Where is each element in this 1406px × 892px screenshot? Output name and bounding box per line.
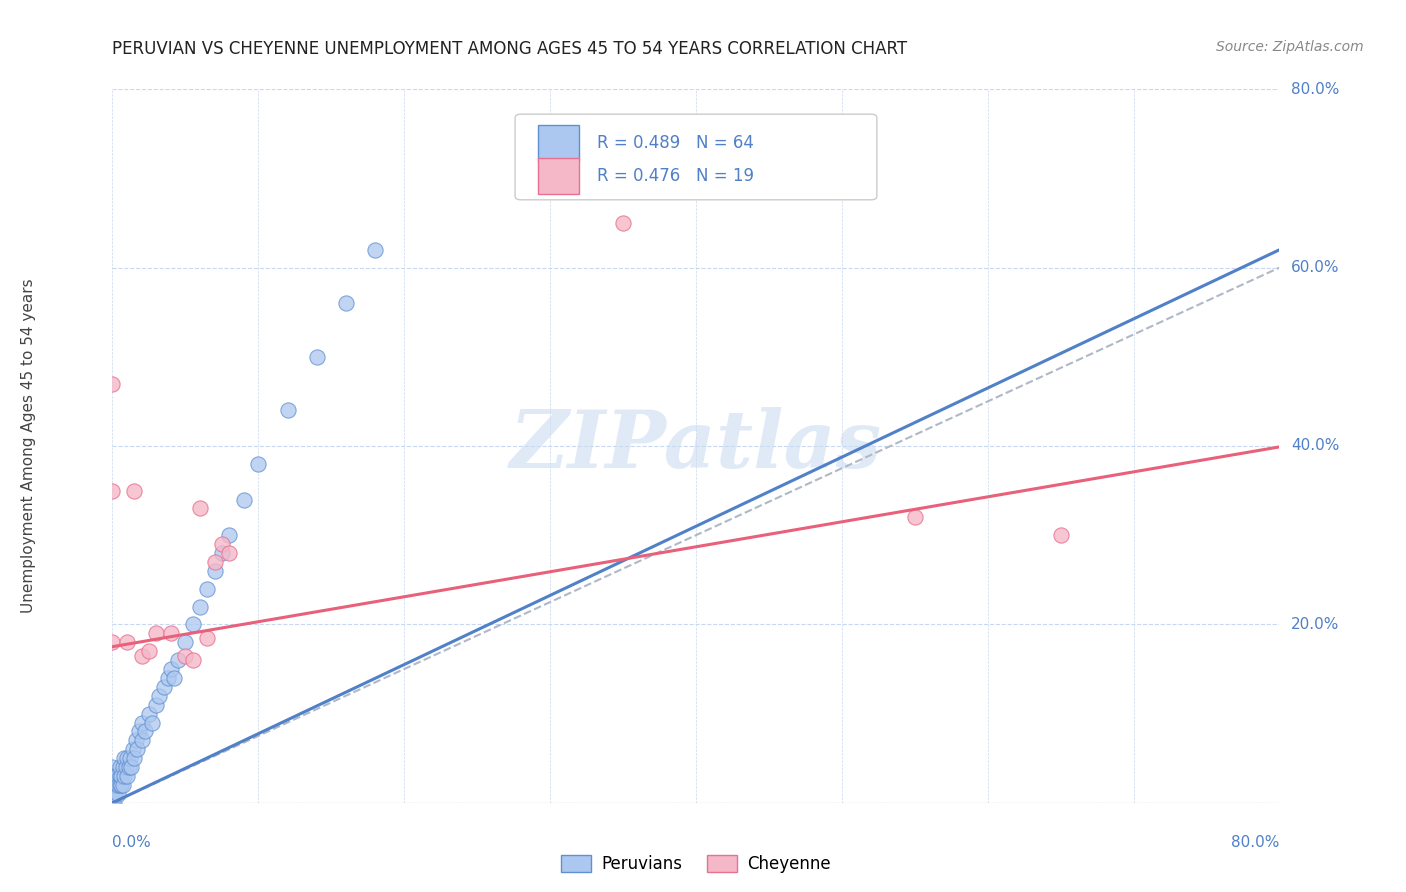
Text: 0.0%: 0.0%: [112, 835, 152, 850]
Point: [104, 769, 127, 783]
Text: ZIPatlas: ZIPatlas: [510, 408, 882, 484]
Point: [101, 796, 124, 810]
Point: [118, 751, 141, 765]
Text: Source: ZipAtlas.com: Source: ZipAtlas.com: [1216, 40, 1364, 54]
Point: [141, 715, 163, 730]
Point: [145, 698, 167, 712]
Text: R = 0.489   N = 64: R = 0.489 N = 64: [596, 134, 754, 152]
Point: [103, 787, 125, 801]
Point: [101, 778, 124, 792]
Point: [114, 760, 136, 774]
Text: 80.0%: 80.0%: [1232, 835, 1279, 850]
Point: [122, 742, 145, 756]
Point: [1049, 528, 1071, 542]
Point: [101, 769, 124, 783]
Point: [138, 644, 160, 658]
Point: [211, 546, 233, 560]
Text: 80.0%: 80.0%: [1291, 82, 1340, 96]
Point: [101, 787, 124, 801]
Point: [232, 492, 254, 507]
Text: Unemployment Among Ages 45 to 54 years: Unemployment Among Ages 45 to 54 years: [21, 278, 35, 614]
Point: [108, 778, 131, 792]
Point: [131, 715, 153, 730]
Point: [305, 350, 328, 364]
Point: [105, 769, 128, 783]
Point: [104, 787, 127, 801]
Text: PERUVIAN VS CHEYENNE UNEMPLOYMENT AMONG AGES 45 TO 54 YEARS CORRELATION CHART: PERUVIAN VS CHEYENNE UNEMPLOYMENT AMONG …: [112, 40, 908, 58]
Bar: [538, 159, 579, 194]
Point: [117, 760, 139, 774]
Point: [108, 769, 131, 783]
Point: [110, 778, 132, 792]
Point: [101, 796, 124, 810]
Point: [128, 724, 150, 739]
Point: [127, 742, 149, 756]
Point: [105, 778, 128, 792]
Point: [163, 671, 186, 685]
Point: [218, 546, 240, 560]
Point: [134, 724, 156, 739]
Point: [276, 403, 298, 417]
Point: [108, 760, 131, 774]
Point: [107, 778, 129, 792]
Point: [156, 671, 179, 685]
Point: [124, 483, 146, 498]
Legend: Peruvians, Cheyenne: Peruvians, Cheyenne: [554, 848, 838, 880]
Text: R = 0.476   N = 19: R = 0.476 N = 19: [596, 168, 754, 186]
Point: [181, 617, 204, 632]
Text: 20.0%: 20.0%: [1291, 617, 1340, 632]
Point: [174, 635, 197, 649]
Point: [167, 653, 190, 667]
Point: [145, 626, 167, 640]
Point: [101, 376, 124, 391]
Point: [174, 648, 197, 663]
Point: [103, 796, 125, 810]
Point: [131, 648, 153, 663]
Point: [612, 216, 634, 230]
Point: [103, 778, 125, 792]
Point: [204, 555, 226, 569]
Bar: [538, 125, 579, 161]
Point: [115, 769, 138, 783]
Point: [101, 760, 124, 774]
Point: [148, 689, 170, 703]
Point: [107, 787, 129, 801]
Point: [160, 662, 183, 676]
Point: [115, 635, 138, 649]
Point: [125, 733, 148, 747]
Point: [115, 751, 138, 765]
Point: [195, 582, 218, 596]
Point: [152, 680, 174, 694]
Point: [111, 778, 134, 792]
Point: [211, 537, 233, 551]
Point: [101, 796, 124, 810]
Point: [120, 760, 142, 774]
Point: [218, 528, 240, 542]
Text: 60.0%: 60.0%: [1291, 260, 1340, 275]
Point: [247, 457, 270, 471]
Point: [124, 751, 146, 765]
Point: [335, 296, 357, 310]
Point: [160, 626, 183, 640]
Point: [181, 653, 204, 667]
Text: 40.0%: 40.0%: [1291, 439, 1340, 453]
Point: [112, 751, 135, 765]
Point: [195, 631, 218, 645]
Point: [364, 243, 387, 257]
Point: [101, 787, 124, 801]
FancyBboxPatch shape: [515, 114, 877, 200]
Point: [188, 501, 211, 516]
Point: [101, 778, 124, 792]
Point: [138, 706, 160, 721]
Point: [188, 599, 211, 614]
Point: [104, 778, 127, 792]
Point: [101, 635, 124, 649]
Point: [131, 733, 153, 747]
Point: [112, 769, 135, 783]
Point: [904, 510, 927, 524]
Point: [110, 769, 132, 783]
Point: [101, 483, 124, 498]
Point: [111, 760, 134, 774]
Point: [204, 564, 226, 578]
